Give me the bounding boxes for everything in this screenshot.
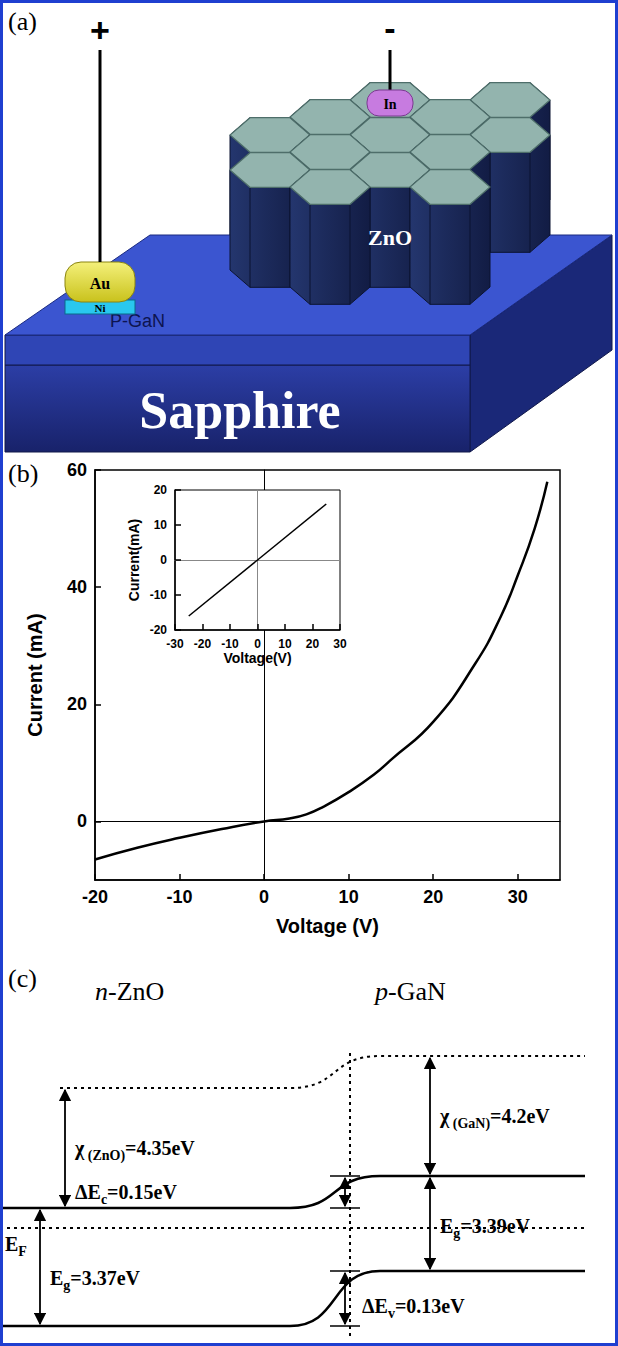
svg-text:-10: -10	[221, 637, 239, 651]
svg-text:20: 20	[306, 637, 320, 651]
svg-text:In: In	[383, 97, 396, 112]
svg-text:Current(mA): Current(mA)	[126, 519, 142, 601]
svg-text:ΔEc=0.15eV: ΔEc=0.15eV	[75, 1181, 177, 1207]
svg-text:(c): (c)	[8, 964, 37, 993]
svg-text:20: 20	[67, 694, 87, 714]
svg-text:60: 60	[67, 460, 87, 480]
svg-text:40: 40	[67, 577, 87, 597]
svg-text:-20: -20	[194, 637, 212, 651]
svg-text:Eg=3.39eV: Eg=3.39eV	[440, 1215, 531, 1241]
svg-text:10: 10	[339, 887, 359, 907]
svg-text:Voltage (V): Voltage (V)	[276, 915, 379, 937]
svg-text:-20: -20	[150, 623, 168, 637]
html-text:(b): (b)	[8, 459, 39, 488]
svg-text:Sapphire: Sapphire	[139, 382, 340, 439]
svg-text:30: 30	[333, 637, 347, 651]
svg-text:0: 0	[77, 811, 87, 831]
svg-text:0: 0	[160, 553, 167, 567]
svg-text:ZnO: ZnO	[368, 225, 412, 250]
svg-text:20: 20	[423, 887, 443, 907]
svg-text:-20: -20	[82, 887, 108, 907]
svg-text:+: +	[90, 11, 110, 49]
svg-text:EF: EF	[5, 1233, 27, 1259]
svg-text:30: 30	[508, 887, 528, 907]
svg-text:(a): (a)	[8, 7, 37, 36]
svg-text:p-GaN: p-GaN	[373, 977, 446, 1006]
svg-text:10: 10	[154, 518, 168, 532]
svg-text:n-ZnO: n-ZnO	[95, 977, 164, 1006]
svg-text:Voltage(V): Voltage(V)	[223, 650, 291, 666]
svg-text:P-GaN: P-GaN	[110, 311, 165, 331]
svg-text:ΔEv=0.13eV: ΔEv=0.13eV	[362, 1295, 465, 1321]
svg-text:-10: -10	[167, 887, 193, 907]
svg-text:Eg=3.37eV: Eg=3.37eV	[50, 1267, 141, 1293]
svg-text:χ (GaN)=4.2eV: χ (GaN)=4.2eV	[439, 1105, 550, 1132]
svg-text:-: -	[384, 9, 395, 47]
svg-text:χ (ZnO)=4.35eV: χ (ZnO)=4.35eV	[74, 1137, 195, 1164]
svg-text:20: 20	[154, 483, 168, 497]
svg-text:Ni: Ni	[95, 302, 106, 314]
svg-text:-10: -10	[150, 588, 168, 602]
svg-text:Au: Au	[90, 275, 111, 292]
svg-text:Current (mA): Current (mA)	[24, 613, 46, 736]
svg-text:0: 0	[259, 887, 269, 907]
svg-text:0: 0	[254, 637, 261, 651]
svg-text:-30: -30	[166, 637, 184, 651]
svg-text:10: 10	[278, 637, 292, 651]
